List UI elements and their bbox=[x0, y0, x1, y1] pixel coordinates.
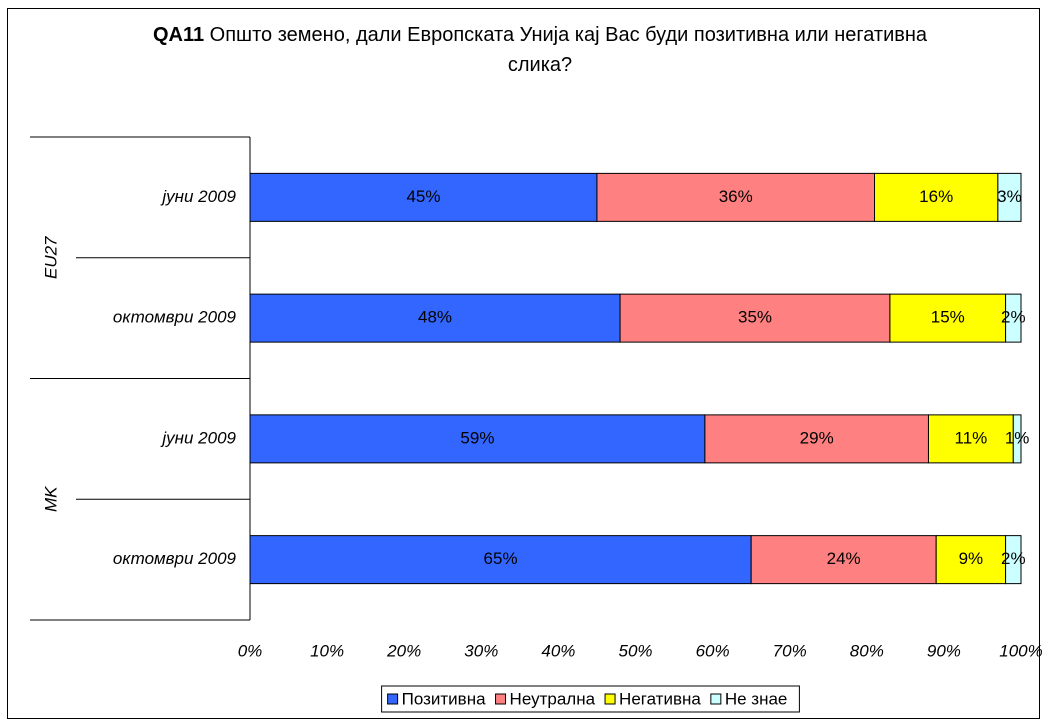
value-label: 3% bbox=[997, 187, 1022, 206]
x-tick-label: 60% bbox=[696, 641, 730, 660]
legend: Позитивна Неутрална Негативна Не знае bbox=[381, 685, 800, 713]
legend-swatch bbox=[710, 693, 722, 705]
value-label: 24% bbox=[827, 549, 861, 568]
x-tick-label: 100% bbox=[999, 641, 1042, 660]
y-tick-label: јуни 2009 bbox=[160, 187, 236, 206]
x-tick-label: 30% bbox=[464, 641, 498, 660]
x-tick-label: 50% bbox=[618, 641, 652, 660]
y-tick-label: јуни 2009 bbox=[160, 428, 236, 447]
value-label: 48% bbox=[418, 308, 452, 327]
value-label: 59% bbox=[460, 428, 494, 447]
bar-segment bbox=[997, 172, 1022, 222]
bar-segment bbox=[704, 414, 929, 464]
legend-swatch bbox=[387, 693, 399, 705]
value-label: 1% bbox=[1005, 428, 1030, 447]
chart-title: QA11 Општо земено, дали Европската Унија… bbox=[130, 20, 950, 80]
legend-swatch bbox=[604, 693, 616, 705]
bar-segment bbox=[249, 293, 621, 343]
bar-segment bbox=[1005, 293, 1022, 343]
bar-segment bbox=[750, 535, 937, 585]
legend-label: Не знае bbox=[725, 689, 788, 708]
bar-segment bbox=[1005, 535, 1022, 585]
x-tick-label: 80% bbox=[850, 641, 884, 660]
value-label: 65% bbox=[484, 549, 518, 568]
y-tick-label: октомври 2009 bbox=[113, 308, 237, 327]
bar-segment bbox=[935, 535, 1007, 585]
legend-label: Негативна bbox=[619, 689, 701, 708]
bar-segment bbox=[874, 172, 999, 222]
value-label: 45% bbox=[406, 187, 440, 206]
bar-segment bbox=[1012, 414, 1022, 464]
x-tick-label: 70% bbox=[773, 641, 807, 660]
bar-segment bbox=[596, 172, 876, 222]
chart-frame bbox=[7, 8, 1040, 719]
value-label: 9% bbox=[959, 549, 984, 568]
bar-segment bbox=[619, 293, 891, 343]
bar-segment bbox=[889, 293, 1007, 343]
legend-swatch bbox=[495, 693, 507, 705]
legend-label: Неутрална bbox=[510, 689, 596, 708]
x-tick-label: 40% bbox=[541, 641, 575, 660]
value-label: 16% bbox=[919, 187, 953, 206]
x-tick-label: 0% bbox=[238, 641, 263, 660]
y-tick-label: октомври 2009 bbox=[113, 549, 237, 568]
legend-label: Позитивна bbox=[402, 689, 486, 708]
value-label: 2% bbox=[1001, 549, 1026, 568]
title-code: QA11 bbox=[152, 24, 205, 46]
value-label: 2% bbox=[1001, 308, 1026, 327]
bar-segment bbox=[249, 535, 752, 585]
x-tick-label: 90% bbox=[927, 641, 961, 660]
value-label: 15% bbox=[931, 308, 965, 327]
bar-segment bbox=[249, 172, 598, 222]
value-label: 35% bbox=[738, 308, 772, 327]
title-text: Општо земено, дали Европската Унија кај … bbox=[209, 24, 928, 76]
legend-box bbox=[381, 685, 800, 713]
bar-segment bbox=[927, 414, 1014, 464]
x-tick-label: 10% bbox=[310, 641, 344, 660]
value-label: 11% bbox=[955, 428, 988, 447]
value-label: 29% bbox=[800, 428, 834, 447]
group-label: EU27 bbox=[41, 236, 60, 279]
value-label: 36% bbox=[719, 187, 753, 206]
x-tick-label: 20% bbox=[386, 641, 421, 660]
group-label: MK bbox=[41, 486, 60, 512]
